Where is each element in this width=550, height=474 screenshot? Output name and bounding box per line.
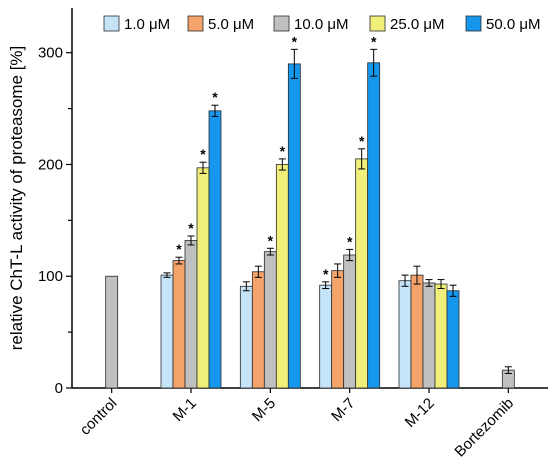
significance-marker: * (200, 146, 206, 162)
bar (105, 275, 119, 389)
bar (263, 251, 277, 389)
legend: 1.0 μM 5.0 μM 10.0 μM 25.0 μM 50.0 μM (103, 15, 541, 33)
x-axis: control M-1 M-5 M-7 M-12 Bortezomib (72, 387, 548, 461)
significance-marker: * (359, 133, 365, 149)
bar (196, 167, 210, 389)
bar (422, 282, 436, 389)
bar (160, 274, 174, 389)
significance-marker: * (347, 233, 353, 249)
bar (446, 290, 460, 389)
y-tick-label: 300 (38, 45, 63, 62)
x-tick-label: M-5 (249, 395, 279, 425)
bar (434, 283, 448, 389)
x-tick-label: M-12 (402, 395, 438, 431)
bar (239, 285, 253, 389)
significance-marker: * (280, 143, 286, 159)
x-tick-label: M-7 (328, 395, 358, 425)
legend-label: 1.0 μM (124, 16, 170, 33)
significance-marker: * (212, 89, 218, 105)
bar (275, 164, 289, 389)
y-axis: 0 100 200 300 (38, 8, 73, 397)
bar (398, 280, 412, 389)
legend-label: 25.0 μM (390, 16, 445, 33)
legend-swatch (369, 15, 386, 32)
legend-label: 10.0 μM (294, 16, 349, 33)
x-tick-label: M-1 (170, 395, 200, 425)
y-tick-label: 100 (38, 268, 63, 285)
x-tick-label: control (77, 395, 121, 439)
y-axis-title: relative ChT-L activity of proteasome [%… (7, 46, 26, 351)
bar (172, 260, 186, 389)
legend-swatch (103, 15, 120, 32)
bar (251, 271, 265, 389)
y-tick-label: 200 (38, 156, 63, 173)
significance-marker: * (188, 220, 194, 236)
x-tick-label: Bortezomib (451, 395, 517, 461)
legend-label: 50.0 μM (486, 16, 541, 33)
bar (184, 240, 198, 389)
bar (410, 274, 424, 389)
bars: * * * * * * * * * * * (105, 33, 515, 389)
bar (331, 270, 345, 389)
significance-marker: * (323, 266, 329, 282)
bar (367, 62, 381, 389)
legend-swatch (465, 15, 482, 32)
legend-swatch (273, 15, 290, 32)
bar (319, 284, 333, 389)
bar (287, 63, 301, 389)
significance-marker: * (371, 33, 377, 49)
bar (343, 254, 357, 389)
legend-swatch (187, 15, 204, 32)
y-tick-label: 0 (55, 380, 63, 397)
significance-marker: * (268, 232, 274, 248)
significance-marker: * (176, 241, 182, 257)
legend-label: 5.0 μM (208, 16, 254, 33)
bar (208, 110, 222, 389)
significance-marker: * (292, 33, 298, 49)
bar (355, 158, 369, 389)
